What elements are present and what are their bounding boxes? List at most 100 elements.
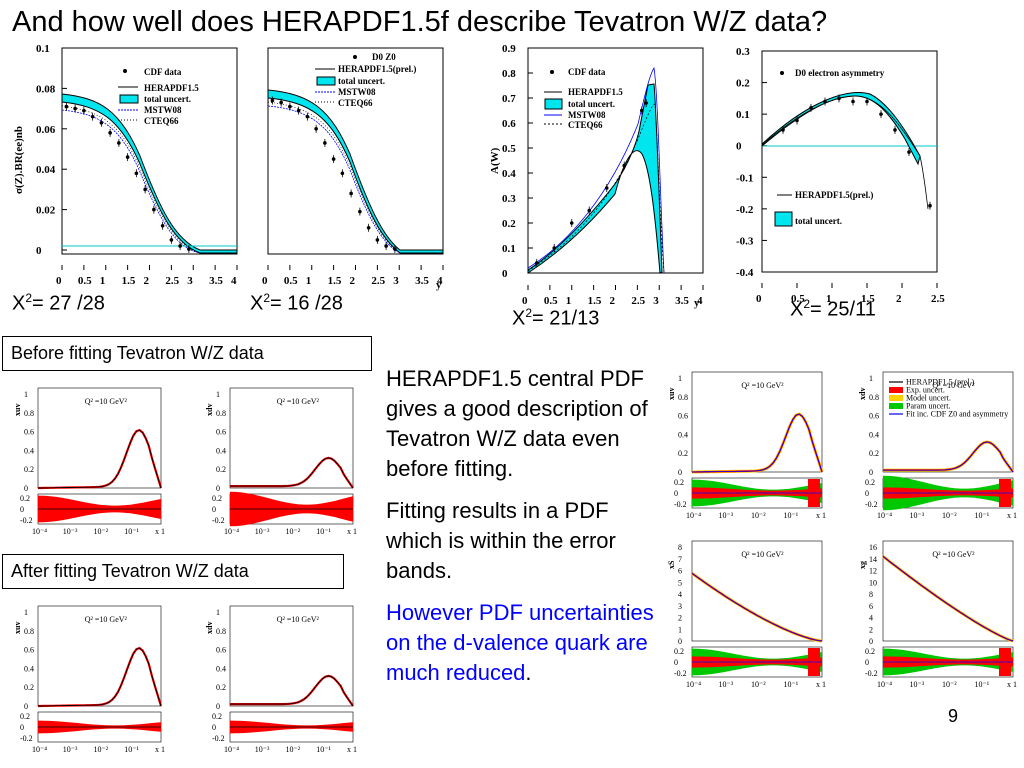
data-point [639, 108, 644, 113]
ratio-tick-label: 0 [674, 489, 678, 498]
x-tick-label: 10⁻³ [63, 527, 78, 536]
ylabel: xuv [667, 388, 676, 400]
x-tick-label: 10⁻¹ [975, 511, 990, 520]
data-point [795, 118, 799, 123]
y-tick-label: 5 [678, 578, 682, 587]
legend-label: HERAPDF1.5 (prel.) [906, 378, 975, 387]
y-tick-label: 0 [678, 468, 682, 477]
panel-legend: HERAPDF1.5 (prel.)Exp. uncert.Model unce… [889, 378, 1008, 419]
main-frame [37, 387, 162, 489]
y-tick-label: 0 [216, 702, 220, 711]
x-tick-label: x 1 [347, 745, 357, 754]
legend: D0 Z0 HERAPDF1.5(prel.) total uncert. MS… [315, 52, 416, 108]
x-tick-label: 4 [697, 295, 703, 307]
data-point [851, 99, 855, 104]
x-tick-label: 4 [231, 275, 237, 287]
x-tick-label: 10⁻² [286, 745, 301, 754]
y-tick-label: 8 [678, 543, 682, 552]
chart-d0-z: 0 0.5 1 1.5 2 2.5 3 3.5 4 y D0 Z0 HERAPDF1.5(pre… [262, 47, 444, 291]
data-point [552, 246, 557, 250]
y-tick-label: 1 [678, 625, 682, 634]
panel-title: Q² =10 GeV² [277, 615, 320, 624]
ratio-tick-label: 0.2 [674, 647, 684, 656]
page-number: 9 [948, 706, 959, 726]
data-point [169, 238, 174, 242]
y-tick-label: 0.1 [36, 43, 50, 55]
chi2-label-2: X2= 16 /28 [250, 291, 343, 315]
y-tick-label: 0.2 [216, 465, 226, 474]
y-tick-label: 0.2 [736, 78, 750, 90]
main-frame [691, 540, 823, 642]
data-point [366, 225, 371, 230]
data-point [809, 106, 813, 110]
data-point [323, 141, 327, 145]
main-frame [229, 605, 354, 707]
data-point [331, 157, 336, 161]
x-tick-label: x 1 [155, 527, 165, 536]
description: HERAPDF1.5 central PDF gives a good desc… [386, 364, 654, 700]
fit-curve [691, 572, 823, 642]
x-tick-label: 2.5 [631, 295, 645, 307]
central-curve [38, 429, 162, 489]
y-tick-label: 0.2 [24, 465, 34, 474]
y-tick-label: 1 [869, 374, 873, 383]
y-tick-label: 0.8 [24, 627, 34, 636]
svg-text:D0 Z0: D0 Z0 [372, 52, 396, 62]
x-tick-label: 10⁻² [94, 527, 109, 536]
cteq-curve [61, 105, 201, 254]
x-tick-label: 0 [522, 295, 528, 307]
ratio-tick-label: 0 [212, 723, 216, 732]
x-tick-label: 10⁻² [942, 680, 957, 689]
x-tick-label: 10⁻¹ [124, 527, 139, 536]
x-tick-label: 10⁻³ [255, 527, 270, 536]
data-point [279, 100, 283, 105]
data-point [125, 155, 130, 159]
main-frame [882, 540, 1014, 642]
ylabel-aw: A(W) [489, 147, 501, 174]
y-tick-label: 1 [678, 374, 682, 383]
y-ticks: 0 0.02 0.04 0.06 0.08 0.1 [36, 43, 67, 257]
fit-curve [883, 441, 1014, 473]
mstw-curve [61, 109, 201, 254]
y-tick-label: 0.4 [502, 168, 516, 180]
y-tick-label: 0.3 [736, 46, 750, 58]
y-tick-label: 7 [678, 555, 682, 564]
y-tick-label: 0.6 [502, 118, 516, 130]
ratio-tick-label: 0.2 [865, 647, 875, 656]
x-tick-label: 2.5 [165, 275, 179, 287]
x-tick-label: x 1 [155, 745, 165, 754]
y-tick-label: 0 [736, 141, 742, 153]
y-tick-label: 0.6 [869, 412, 879, 421]
ratio-tick-label: 0 [865, 489, 869, 498]
panel-title: Q² =10 GeV² [741, 550, 784, 559]
legend-swatch [889, 403, 903, 409]
y-tick-label: 0 [36, 245, 42, 257]
legend-label: Model uncert. [906, 394, 951, 403]
x-tick-label: 1.5 [861, 293, 875, 305]
y-tick-label: 0.8 [216, 409, 226, 418]
x-tick-label: 4 [437, 275, 443, 287]
data-point [587, 208, 592, 213]
x-tick-label: 3.5 [675, 295, 689, 307]
x-tick-label: 10⁻¹ [784, 680, 799, 689]
svg-text:total uncert.: total uncert. [795, 216, 842, 226]
x-tick-label: 1.5 [328, 275, 342, 287]
x-ticks: 0 0.5 1 1.5 2 2.5 3 3.5 4 [262, 265, 444, 287]
data-point [907, 150, 911, 154]
x-tick-label: 10⁻³ [63, 745, 78, 754]
x-tick-label: 2 [610, 295, 616, 307]
ratio-tick-label: -0.2 [865, 669, 878, 678]
uncert-band [527, 83, 663, 274]
xlabel-y: y [694, 297, 700, 309]
data-point [393, 247, 397, 251]
y-tick-label: 2 [678, 614, 682, 623]
x-tick-label: 10⁻² [286, 527, 301, 536]
x-tick-label: 3.5 [209, 275, 223, 287]
legend-label: Exp. uncert. [906, 386, 945, 395]
y-tick-label: -0.1 [736, 172, 753, 184]
x-tick-label: 10⁻³ [719, 680, 734, 689]
fit-curve [692, 413, 823, 473]
data-point [82, 108, 86, 113]
y-tick-label: 4 [869, 614, 873, 623]
